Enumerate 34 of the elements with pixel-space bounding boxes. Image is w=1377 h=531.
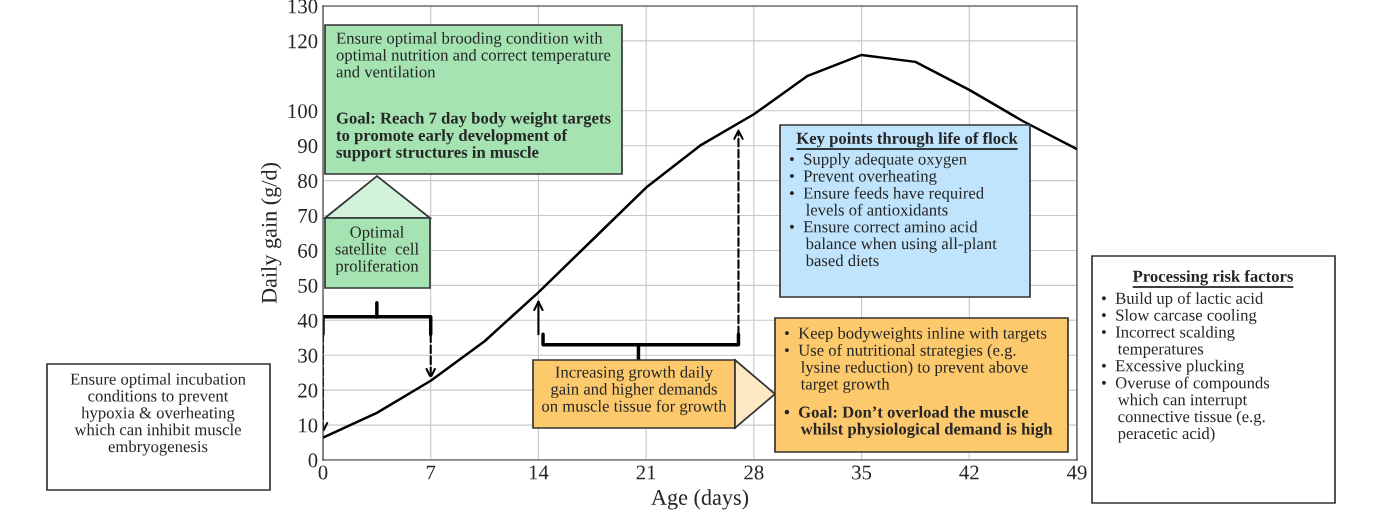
y-tick-label: 30 [298,348,318,363]
text: Ensure optimal incubation conditions to prevent hypoxia & overheating which can inhibit muscle embryogenesis [70,373,246,456]
y-axis-title: Daily gain (g/d) [261,163,282,304]
x-tick-label: 28 [744,465,764,480]
annotation: Increasing growth daily gain and higher demands on muscle tissue for growth [542,366,727,416]
annotation: • Keep bodyweights inline with targets • Use of nutritional strategies (e.g. lysine reduction) to prevent above target growth [784,327,1047,394]
y-tick-label: 90 [297,139,318,154]
y-tick-label: 60 [298,243,318,258]
y-tick-label: 130 [288,0,318,14]
y-tick-label: 0 [308,453,318,468]
y-tick-label: 20 [298,383,318,398]
text: Processing risk factors [1132,270,1293,286]
y-tick-label: 120 [288,34,318,49]
annotation: • Goal: Don’t overload the muscle whilst physiological demand is high [784,406,1053,439]
x-tick-label: 0 [318,465,328,480]
y-tick-label: 100 [288,104,318,119]
annotation: Key points through life of flock [796,132,1018,148]
x-tick-label: 35 [852,465,872,480]
x-tick-label: 49 [1066,465,1087,480]
annotation: Ensure optimal brooding condition with optimal nutrition and correct temperature and ventilation [336,32,611,78]
text: • Build up of lactic acid • Slow carcase cooling • Incorrect scalding temperatures • Excessive plucking • Overuse of compounds which can interrupt connective tissue (e.g. peracetic acid) [1101,292,1270,443]
y-tick-label: 80 [298,173,318,189]
y-tick-label: 50 [298,278,318,293]
y-tick-label: 40 [297,313,318,328]
x-axis-title: Age (days) [651,489,749,510]
x-tick-label: 7 [426,465,436,480]
x-tick-label: 14 [529,465,549,480]
annotation: Optimal satellite cell proliferation [335,226,419,276]
x-tick-label: 42 [959,465,979,480]
x-tick-label: 21 [636,465,656,480]
y-tick-label: 10 [299,418,318,433]
y-tick-label: 70 [298,208,318,223]
annotation: Goal: Reach 7 day body weight targets to promote early development of support structures in muscle [336,112,611,162]
annotation: • Supply adequate oxygen • Prevent overheating • Ensure feeds have required levels of antioxidants • Ensure correct amino acid balance when using all-plant based diets [789,153,997,267]
